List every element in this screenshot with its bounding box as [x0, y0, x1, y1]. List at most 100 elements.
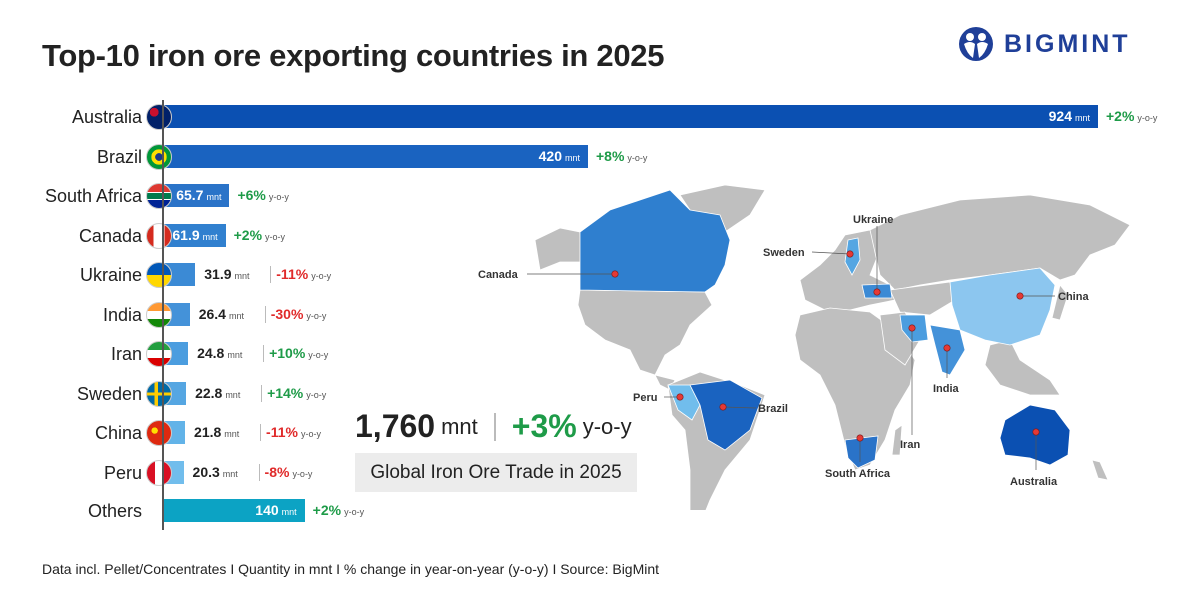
change-label: +8% y-o-y: [596, 147, 648, 164]
bar-brazil: [163, 144, 588, 168]
flag-iran-icon: [146, 341, 172, 367]
footer-note: Data incl. Pellet/Concentrates I Quantit…: [42, 561, 660, 577]
y-axis-line: [162, 100, 164, 530]
map-dot-china: [1016, 292, 1024, 300]
bar-others: [163, 499, 305, 522]
change-label: -11% y-o-y: [266, 424, 321, 440]
flag-south-africa-icon: [146, 183, 172, 209]
map-sweden: [844, 237, 861, 276]
map-label-south-africa: South Africa: [825, 468, 891, 480]
map-label-canada: Canada: [478, 269, 519, 281]
flag-australia-icon: [146, 104, 172, 130]
value-label: 61.9 mnt: [172, 226, 218, 243]
bar-row-ukraine: Ukraine 31.9 mnt -11% y-o-y: [0, 262, 1200, 288]
value-label: 22.8 mnt: [195, 384, 241, 401]
category-label: Ukraine: [79, 265, 142, 285]
bar-row-india: India 26.4 mnt -30% y-o-y: [0, 301, 1200, 328]
category-label: China: [94, 423, 142, 443]
flag-canada-icon: [146, 222, 172, 249]
world-map: Canada Ukraine Sweden China India Iran P…: [470, 180, 1150, 526]
change-label: +2% y-o-y: [312, 502, 365, 518]
map-dot-brazil: [719, 403, 727, 411]
change-label: -8% y-o-y: [264, 463, 313, 480]
flag-peru-icon: [146, 459, 172, 486]
map-madagascar: [891, 424, 903, 456]
category-label: Others: [87, 501, 142, 521]
category-label: Iran: [110, 344, 142, 364]
bar-south-africa: [163, 184, 230, 207]
value-separator: [261, 384, 263, 402]
bar-row-peru: Peru 20.3 mnt -8% y-o-y: [0, 459, 1200, 486]
map-japan: [1051, 284, 1069, 321]
global-caption: Global Iron Ore Trade in 2025: [355, 453, 637, 492]
map-canada: [579, 189, 731, 293]
change-label: +14% y-o-y: [267, 384, 327, 401]
change-label: +2% y-o-y: [1106, 108, 1158, 124]
bar-row-south-africa: South Africa 65.7 mnt +6% y-o-y: [0, 183, 1200, 209]
map-dot-south-africa: [856, 434, 864, 442]
map-highlights: [579, 189, 1071, 469]
category-label: Sweden: [76, 383, 142, 404]
flag-sweden-icon: [146, 380, 172, 407]
map-usa-mexico: [577, 289, 713, 376]
map-dot-peru: [676, 393, 684, 401]
category-label: India: [102, 304, 142, 325]
map-china: [949, 267, 1056, 346]
value-separator: [264, 305, 266, 323]
bar-row-australia: Australia 924 mnt +2% y-o-y: [0, 104, 1200, 130]
category-label: Brazil: [96, 146, 142, 167]
map-label-iran: Iran: [900, 439, 920, 451]
map-peru: [667, 384, 701, 421]
value-label: 420 mnt: [538, 147, 580, 164]
page-title: Top-10 iron ore exporting countries in 2…: [42, 38, 665, 73]
total-change-suffix: y-o-y: [582, 413, 632, 439]
map-dot-iran: [908, 324, 916, 332]
map-dot-ukraine: [873, 288, 881, 296]
global-total: 1,760 mnt +3% y-o-y: [355, 408, 632, 445]
bar-row-china: China 21.8 mnt -11% y-o-y: [0, 420, 1200, 446]
map-new-zealand: [1091, 459, 1109, 481]
category-label: Peru: [103, 462, 142, 483]
value-label: 21.8 mnt: [194, 424, 240, 440]
value-label: 140 mnt: [255, 502, 297, 518]
bigmint-logo-icon: [959, 27, 993, 61]
flag-china-icon: [146, 420, 172, 446]
map-dot-india: [943, 344, 951, 352]
value-separator: [258, 463, 260, 481]
total-unit: mnt: [441, 413, 478, 439]
map-label-ukraine: Ukraine: [853, 214, 893, 226]
category-label: Australia: [71, 107, 142, 127]
logo-text: BIGMINT: [1004, 29, 1131, 58]
map-label-china: China: [1058, 291, 1089, 303]
value-label: 924 mnt: [1048, 108, 1090, 124]
map-brazil: [689, 379, 763, 451]
value-label: 31.9 mnt: [204, 266, 250, 282]
category-label: South Africa: [44, 186, 142, 206]
change-label: +6% y-o-y: [237, 187, 289, 203]
change-label: -11% y-o-y: [276, 266, 332, 282]
bar-row-brazil: Brazil 420 mnt +8% y-o-y: [0, 143, 1200, 170]
category-label: Canada: [78, 225, 142, 246]
map-label-peru: Peru: [633, 392, 657, 404]
total-value: 1,760: [355, 408, 436, 444]
value-separator: [263, 345, 265, 362]
map-dot-australia: [1032, 428, 1040, 436]
value-separator: [270, 266, 272, 283]
total-separator: [493, 412, 496, 441]
map-russia: [869, 194, 1131, 291]
value-label: 65.7 mnt: [176, 187, 222, 203]
value-label: 24.8 mnt: [197, 345, 243, 361]
bar-ukraine: [163, 263, 196, 286]
bar-australia: [163, 105, 1098, 128]
map-label-brazil: Brazil: [758, 403, 788, 415]
map-label-sweden: Sweden: [763, 247, 805, 259]
map-label-india: India: [933, 383, 960, 395]
change-label: +10% y-o-y: [269, 345, 329, 361]
flag-brazil-icon: [146, 143, 172, 170]
map-central-asia: [889, 281, 956, 316]
map-dot-canada: [611, 270, 619, 278]
map-label-australia: Australia: [1010, 476, 1058, 488]
change-label: -30% y-o-y: [270, 305, 327, 322]
value-separator: [260, 424, 262, 441]
map-south-africa: [844, 435, 879, 469]
